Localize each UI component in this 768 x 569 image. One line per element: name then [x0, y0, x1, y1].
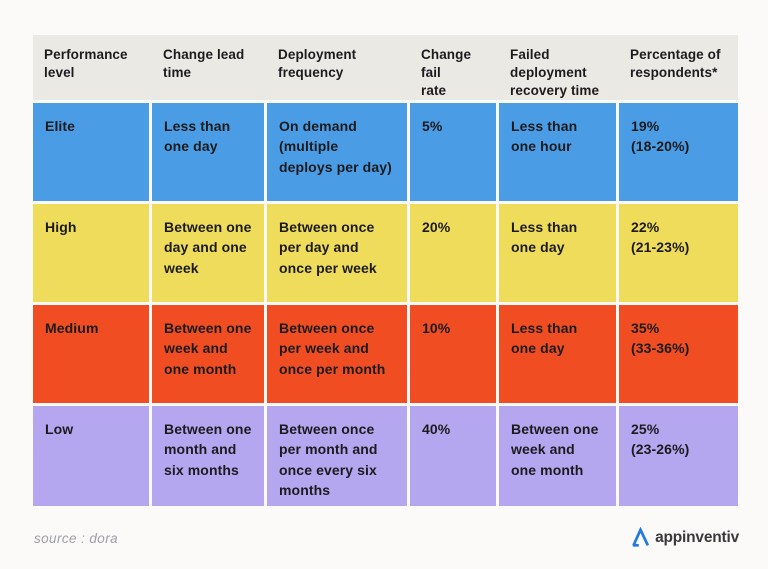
cell-medium-level: Medium: [33, 305, 149, 403]
cell-medium-fail-rate: 10%: [410, 305, 496, 403]
table-row-high: High Between one day and one week Betwee…: [33, 204, 738, 302]
cell-medium-respondents: 35% (33-36%): [619, 305, 738, 403]
table-row-low: Low Between one month and six months Bet…: [33, 406, 738, 506]
cell-elite-deploy-frequency: On demand (multiple deploys per day): [267, 103, 407, 201]
appinventiv-logo-icon: [632, 527, 650, 547]
column-header-percentage-of-respondents: Percentage of respondents*: [630, 47, 721, 81]
source-attribution: source : dora: [34, 531, 118, 546]
brand-name: appinventiv: [655, 528, 739, 546]
cell-low-respondents: 25% (23-26%): [619, 406, 738, 506]
cell-low-deploy-frequency: Between once per month and once every si…: [267, 406, 407, 506]
column-header-deployment-frequency: Deployment frequency: [278, 47, 357, 81]
cell-elite-recovery-time: Less than one hour: [499, 103, 616, 201]
cell-medium-deploy-frequency: Between once per week and once per month: [267, 305, 407, 403]
cell-medium-recovery-time: Less than one day: [499, 305, 616, 403]
cell-low-level: Low: [33, 406, 149, 506]
column-header-change-lead-time: Change lead time: [163, 47, 245, 81]
column-header-change-fail-rate: Change fail rate: [421, 47, 472, 99]
dora-metrics-table: Performance level Change lead time Deplo…: [33, 35, 738, 506]
column-header-performance-level: Performance level: [44, 47, 128, 81]
cell-elite-respondents: 19% (18-20%): [619, 103, 738, 201]
cell-high-recovery-time: Less than one day: [499, 204, 616, 302]
table-row-elite: Elite Less than one day On demand (multi…: [33, 103, 738, 201]
cell-low-fail-rate: 40%: [410, 406, 496, 506]
cell-high-respondents: 22% (21-23%): [619, 204, 738, 302]
table-header-row: Performance level Change lead time Deplo…: [33, 35, 738, 100]
cell-elite-level: Elite: [33, 103, 149, 201]
cell-high-lead-time: Between one day and one week: [152, 204, 264, 302]
cell-elite-lead-time: Less than one day: [152, 103, 264, 201]
cell-medium-lead-time: Between one week and one month: [152, 305, 264, 403]
cell-low-recovery-time: Between one week and one month: [499, 406, 616, 506]
column-header-failed-deployment-recovery-time: Failed deployment recovery time: [510, 47, 600, 99]
table-row-medium: Medium Between one week and one month Be…: [33, 305, 738, 403]
cell-elite-fail-rate: 5%: [410, 103, 496, 201]
cell-high-fail-rate: 20%: [410, 204, 496, 302]
brand-logo-lockup: appinventiv: [630, 527, 739, 548]
cell-high-deploy-frequency: Between once per day and once per week: [267, 204, 407, 302]
cell-low-lead-time: Between one month and six months: [152, 406, 264, 506]
cell-high-level: High: [33, 204, 149, 302]
